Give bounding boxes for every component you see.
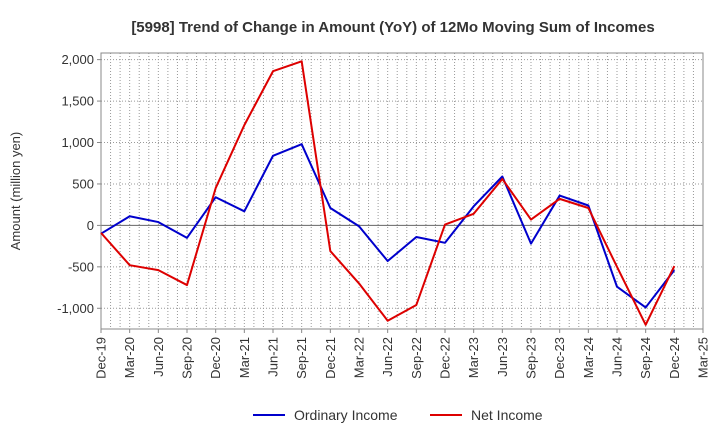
x-tick-label: Mar-20 (122, 337, 137, 378)
grid-layer (101, 53, 703, 329)
x-tick-label: Dec-23 (552, 337, 567, 379)
legend-label-net-income: Net Income (471, 407, 543, 423)
x-tick-label: Dec-22 (438, 337, 453, 379)
chart-title: [5998] Trend of Change in Amount (YoY) o… (131, 19, 654, 36)
series-layer (100, 60, 676, 326)
y-tick-label: 2,000 (61, 52, 94, 67)
x-tick-label: Mar-21 (237, 337, 252, 378)
x-tick-label: Sep-24 (638, 337, 653, 379)
x-tick-label: Jun-23 (495, 337, 510, 377)
y-tick-label: 1,000 (61, 135, 94, 150)
y-tick-label: 0 (87, 218, 94, 233)
x-axis-tick-labels: Dec-19 Mar-20 Jun-20 Sep-20 Dec-20 Mar-21 Jun-… (94, 329, 711, 379)
y-tick-label: -1,000 (57, 301, 94, 316)
x-tick-label: Mar-25 (696, 337, 711, 378)
x-tick-label: Mar-22 (352, 337, 367, 378)
x-tick-label: Jun-21 (266, 337, 281, 377)
x-tick-label: Dec-20 (208, 337, 223, 379)
x-tick-label: Mar-23 (466, 337, 481, 378)
plot-area (101, 53, 703, 329)
x-tick-label: Dec-24 (667, 337, 682, 379)
x-tick-label: Sep-23 (524, 337, 539, 379)
series-line-net-income (100, 60, 676, 326)
y-axis-label: Amount (million yen) (8, 132, 23, 251)
legend-label-ordinary-income: Ordinary Income (294, 407, 398, 423)
y-tick-label: -500 (68, 259, 94, 274)
x-tick-label: Sep-22 (409, 337, 424, 379)
x-tick-label: Jun-24 (610, 337, 625, 377)
y-tick-label: 500 (72, 176, 94, 191)
y-tick-label: 1,500 (61, 94, 94, 109)
series-line-ordinary-income (100, 143, 676, 309)
legend: Ordinary Income Net Income (253, 407, 543, 423)
x-tick-label: Dec-21 (323, 337, 338, 379)
plot-frame (100, 52, 704, 330)
x-tick-label: Mar-24 (581, 337, 596, 378)
x-tick-label: Sep-21 (294, 337, 309, 379)
y-axis-tick-labels: 2,000 1,500 1,000 500 0 -500 -1,000 (57, 52, 101, 316)
x-tick-label: Jun-22 (380, 337, 395, 377)
x-tick-label: Dec-19 (94, 337, 109, 379)
x-tick-label: Sep-20 (180, 337, 195, 379)
x-tick-label: Jun-20 (151, 337, 166, 377)
